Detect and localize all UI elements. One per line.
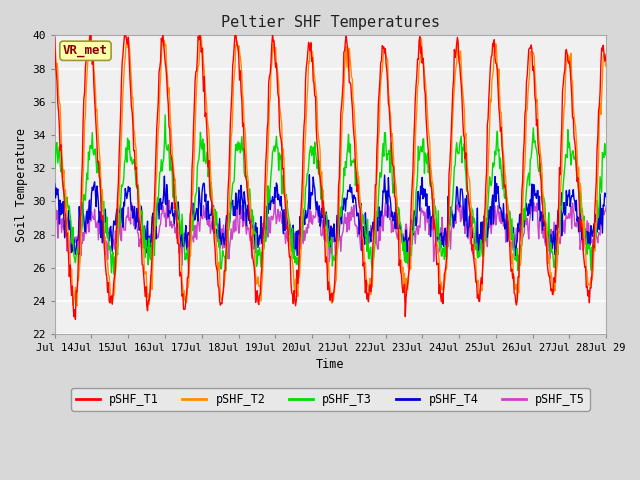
X-axis label: Time: Time — [316, 358, 345, 371]
Text: VR_met: VR_met — [63, 44, 108, 57]
Legend: pSHF_T1, pSHF_T2, pSHF_T3, pSHF_T4, pSHF_T5: pSHF_T1, pSHF_T2, pSHF_T3, pSHF_T4, pSHF… — [71, 388, 589, 410]
Y-axis label: Soil Temperature: Soil Temperature — [15, 128, 28, 242]
Title: Peltier SHF Temperatures: Peltier SHF Temperatures — [221, 15, 440, 30]
